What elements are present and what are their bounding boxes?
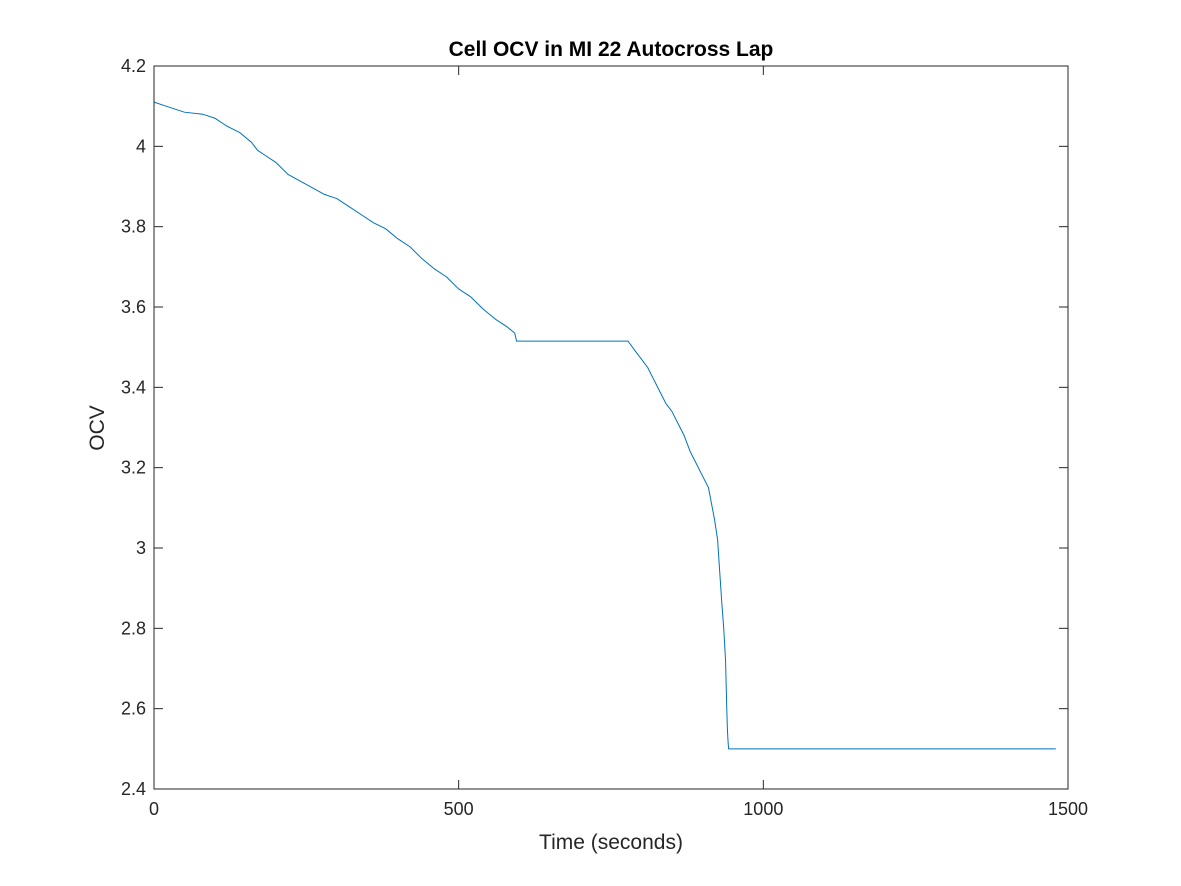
x-tick-label: 0 <box>149 799 159 819</box>
y-tick-label: 3.8 <box>121 217 146 237</box>
axis-tick-labels: 0 500 1000 1500 2.4 2.6 2.8 3 3.2 3.4 3.6 3.8 4 4.2 <box>121 56 1088 819</box>
x-tick-label: 1500 <box>1048 799 1088 819</box>
y-tick-label: 4 <box>136 136 146 156</box>
y-tick-label: 4.2 <box>121 56 146 76</box>
axis-ticks <box>153 65 1069 790</box>
y-axis-title: OCV <box>86 405 109 451</box>
x-tick-label: 500 <box>444 799 474 819</box>
y-tick-label: 2.4 <box>121 779 146 799</box>
y-tick-label: 3.6 <box>121 297 146 317</box>
y-tick-label: 3.2 <box>121 458 146 478</box>
plot-frame <box>153 65 1069 790</box>
x-axis-title: Time (seconds) <box>539 831 683 854</box>
plot-area <box>154 66 1068 789</box>
y-tick-label: 3.4 <box>121 377 146 397</box>
y-tick-label: 2.8 <box>121 618 146 638</box>
y-tick-label: 2.6 <box>121 699 146 719</box>
chart-title: Cell OCV in MI 22 Autocross Lap <box>449 38 774 61</box>
y-tick-label: 3 <box>136 538 146 558</box>
x-tick-label: 1000 <box>743 799 783 819</box>
ocv-series-line <box>153 101 1056 750</box>
